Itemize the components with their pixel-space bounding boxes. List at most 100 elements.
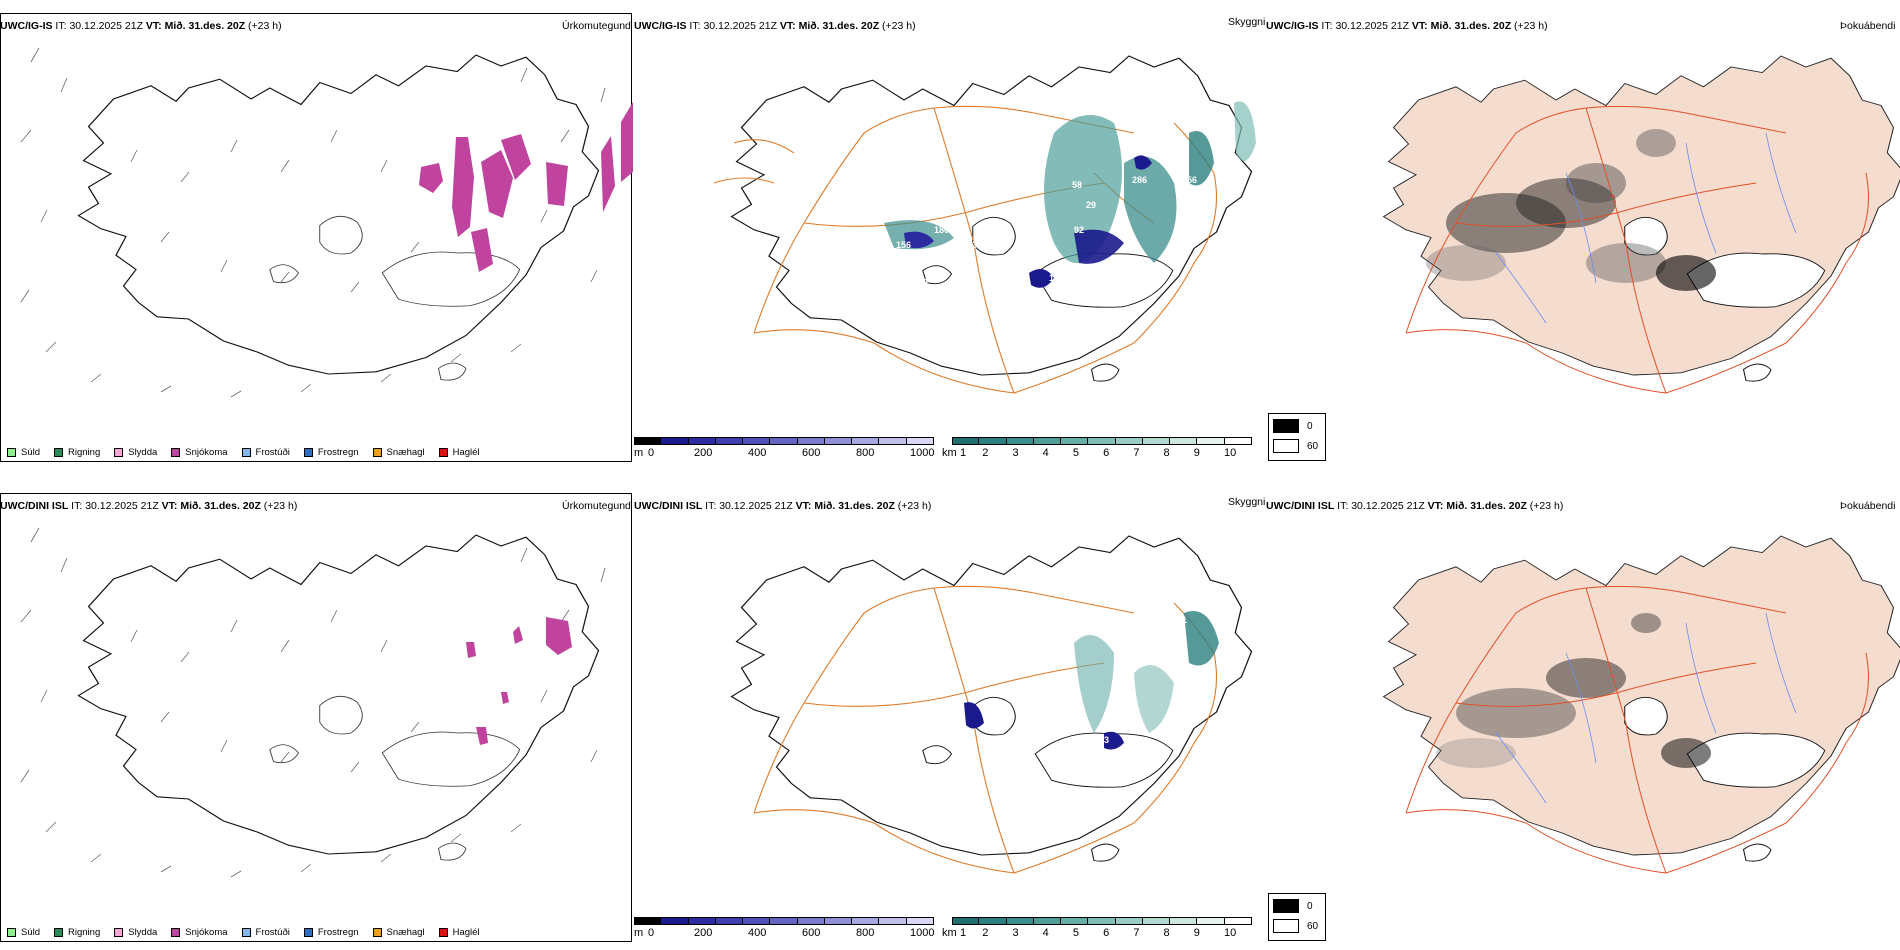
visibility-areas-2 bbox=[964, 611, 1219, 750]
fog-legend-swatch bbox=[1273, 919, 1299, 933]
colorbar-cell bbox=[797, 437, 825, 445]
elevation-colorbar-2 bbox=[634, 917, 934, 925]
visibility-labels: 58 29 92 286 256 156 180 33 142 138 251 … bbox=[896, 150, 1197, 300]
vis-label: 1 bbox=[1182, 615, 1187, 625]
precip-legend-swatch bbox=[438, 448, 448, 457]
precip-legend-label: Snjókoma bbox=[185, 927, 228, 938]
precip-legend-label: Frostregn bbox=[317, 447, 359, 458]
precip-legend-label: Slydda bbox=[128, 927, 158, 938]
precip-legend-item: Snæhagl bbox=[372, 927, 425, 938]
colorbar-cell bbox=[1197, 917, 1225, 925]
colorbar-cell bbox=[1142, 437, 1171, 445]
colorbar-cell bbox=[879, 437, 907, 445]
elevation-ticks-2: 0 200 400 600 800 1000 bbox=[648, 927, 934, 941]
colorbar-cell bbox=[797, 917, 825, 925]
precip-legend-item: Snæhagl bbox=[372, 447, 425, 458]
colorbar-cell bbox=[1006, 437, 1034, 445]
colorbar-cell bbox=[1033, 917, 1062, 925]
precip-legend: Súld Rigning Slydda Snjókoma Frostúði Frostre… bbox=[7, 447, 494, 458]
vis-label: 180 bbox=[934, 225, 949, 235]
precip-legend-swatch bbox=[372, 448, 382, 457]
vis-label: 7 bbox=[1154, 150, 1159, 160]
vis-label: 1 bbox=[924, 277, 929, 287]
colorbar-tick: 400 bbox=[748, 447, 767, 459]
fog-areas bbox=[1426, 129, 1716, 291]
colorbar-cell bbox=[1224, 437, 1252, 445]
visibility-map: 58 29 92 286 256 156 180 33 142 138 251 … bbox=[713, 55, 1256, 394]
precip-legend-swatch bbox=[241, 928, 251, 937]
precip-legend-item: Snjókoma bbox=[171, 447, 228, 458]
precip-type-title: Úrkomutegund bbox=[562, 20, 631, 32]
colorbar-cell bbox=[852, 437, 880, 445]
precip-type-panel-2: Súld Rigning Slydda Snjókoma Frostúði Frostre… bbox=[0, 493, 632, 942]
precip-legend-label: Haglél bbox=[452, 447, 480, 458]
colorbar-cell bbox=[979, 917, 1007, 925]
precip-legend-swatch bbox=[241, 448, 251, 457]
vis-label: 14 bbox=[1104, 757, 1114, 767]
colorbar-cell bbox=[1115, 917, 1143, 925]
colorbar-cell bbox=[952, 917, 980, 925]
colorbar-tick: 6 bbox=[1103, 927, 1110, 939]
roads bbox=[713, 105, 1217, 394]
elevation-unit-2: m bbox=[634, 927, 644, 939]
colorbar-tick: 4 bbox=[1042, 447, 1049, 459]
precip-legend-swatch bbox=[303, 928, 313, 937]
vis-label: 142 bbox=[1114, 255, 1129, 265]
colorbar-tick: 1000 bbox=[910, 447, 935, 459]
colorbar-cell bbox=[879, 917, 907, 925]
colorbar-tick: 8 bbox=[1163, 927, 1170, 939]
colorbar-cell bbox=[824, 437, 853, 445]
visibility-areas bbox=[884, 101, 1256, 288]
colorbar-cell bbox=[1142, 917, 1171, 925]
row1-fog-header: UWC/IG-IS IT: 30.12.2025 21Z VT: Mið. 31… bbox=[1266, 20, 1548, 32]
colorbar-tick: 800 bbox=[856, 447, 875, 459]
fog-legend-swatch bbox=[1273, 899, 1299, 913]
vis-label: 16 bbox=[1049, 273, 1059, 283]
vis-label: 10 bbox=[1154, 620, 1164, 630]
row2-fog-header: UWC/DINI ISL IT: 30.12.2025 21Z VT: Mið.… bbox=[1266, 500, 1564, 512]
colorbar-cell bbox=[906, 437, 934, 445]
fog-title-2: Þokuábendi bbox=[1840, 500, 1896, 512]
precip-type-title-2: Úrkomutegund bbox=[562, 500, 631, 512]
colorbar-tick: 800 bbox=[856, 927, 875, 939]
precip-legend-item: Frostregn bbox=[303, 927, 359, 938]
fog-legend-label: 0 bbox=[1307, 421, 1313, 432]
colorbar-cell bbox=[824, 917, 853, 925]
wind-barbs-2 bbox=[20, 527, 606, 878]
precip-legend-label: Frostúði bbox=[255, 447, 290, 458]
colorbar-cell bbox=[1197, 437, 1225, 445]
precip-legend-item: Frostúði bbox=[241, 447, 290, 458]
row1-header: UWC/IG-IS IT: 30.12.2025 21Z VT: Mið. 31… bbox=[0, 20, 282, 32]
precip-legend-item: Slydda bbox=[114, 447, 157, 458]
colorbar-tick: 200 bbox=[694, 447, 713, 459]
colorbar-tick: 6 bbox=[1103, 447, 1110, 459]
colorbar-cell bbox=[852, 917, 880, 925]
colorbar-tick: 7 bbox=[1133, 927, 1140, 939]
precip-legend-item: Frostregn bbox=[303, 447, 359, 458]
visibility-panel: 58 29 92 286 256 156 180 33 142 138 251 … bbox=[634, 13, 1266, 462]
visibility-map-2: 97 3 14 10 1 bbox=[730, 535, 1253, 874]
fog-legend-swatch bbox=[1273, 439, 1299, 453]
precip-legend-swatch bbox=[303, 448, 313, 457]
fog-legend-label: 60 bbox=[1307, 921, 1319, 932]
fog-legend-label: 60 bbox=[1307, 441, 1319, 452]
visibility-colorbar-2 bbox=[952, 917, 1252, 925]
colorbar-cell bbox=[1170, 437, 1198, 445]
row1-vis-header: UWC/IG-IS IT: 30.12.2025 21Z VT: Mið. 31… bbox=[634, 20, 916, 32]
precip-legend-item: Haglél bbox=[438, 447, 480, 458]
precip-legend-item: Haglél bbox=[438, 927, 480, 938]
vis-label: 286 bbox=[1132, 175, 1147, 185]
row2-vis-header: UWC/DINI ISL IT: 30.12.2025 21Z VT: Mið.… bbox=[634, 500, 932, 512]
colorbar-tick: 4 bbox=[1042, 927, 1049, 939]
visibility-ticks-2: 1 2 3 4 5 6 7 8 9 10 bbox=[960, 927, 1242, 941]
precip-legend-label: Snæhagl bbox=[386, 447, 425, 458]
vis-label: 29 bbox=[1086, 200, 1096, 210]
precip-legend-swatch bbox=[114, 448, 124, 457]
vis-label: 97 bbox=[1044, 685, 1054, 695]
precip-legend-label: Snjókoma bbox=[185, 447, 228, 458]
colorbar-cell bbox=[688, 437, 716, 445]
precip-legend-label: Frostúði bbox=[255, 927, 290, 938]
colorbar-tick: 1 bbox=[960, 447, 967, 459]
fog-legend: 0 60 bbox=[1268, 413, 1326, 461]
